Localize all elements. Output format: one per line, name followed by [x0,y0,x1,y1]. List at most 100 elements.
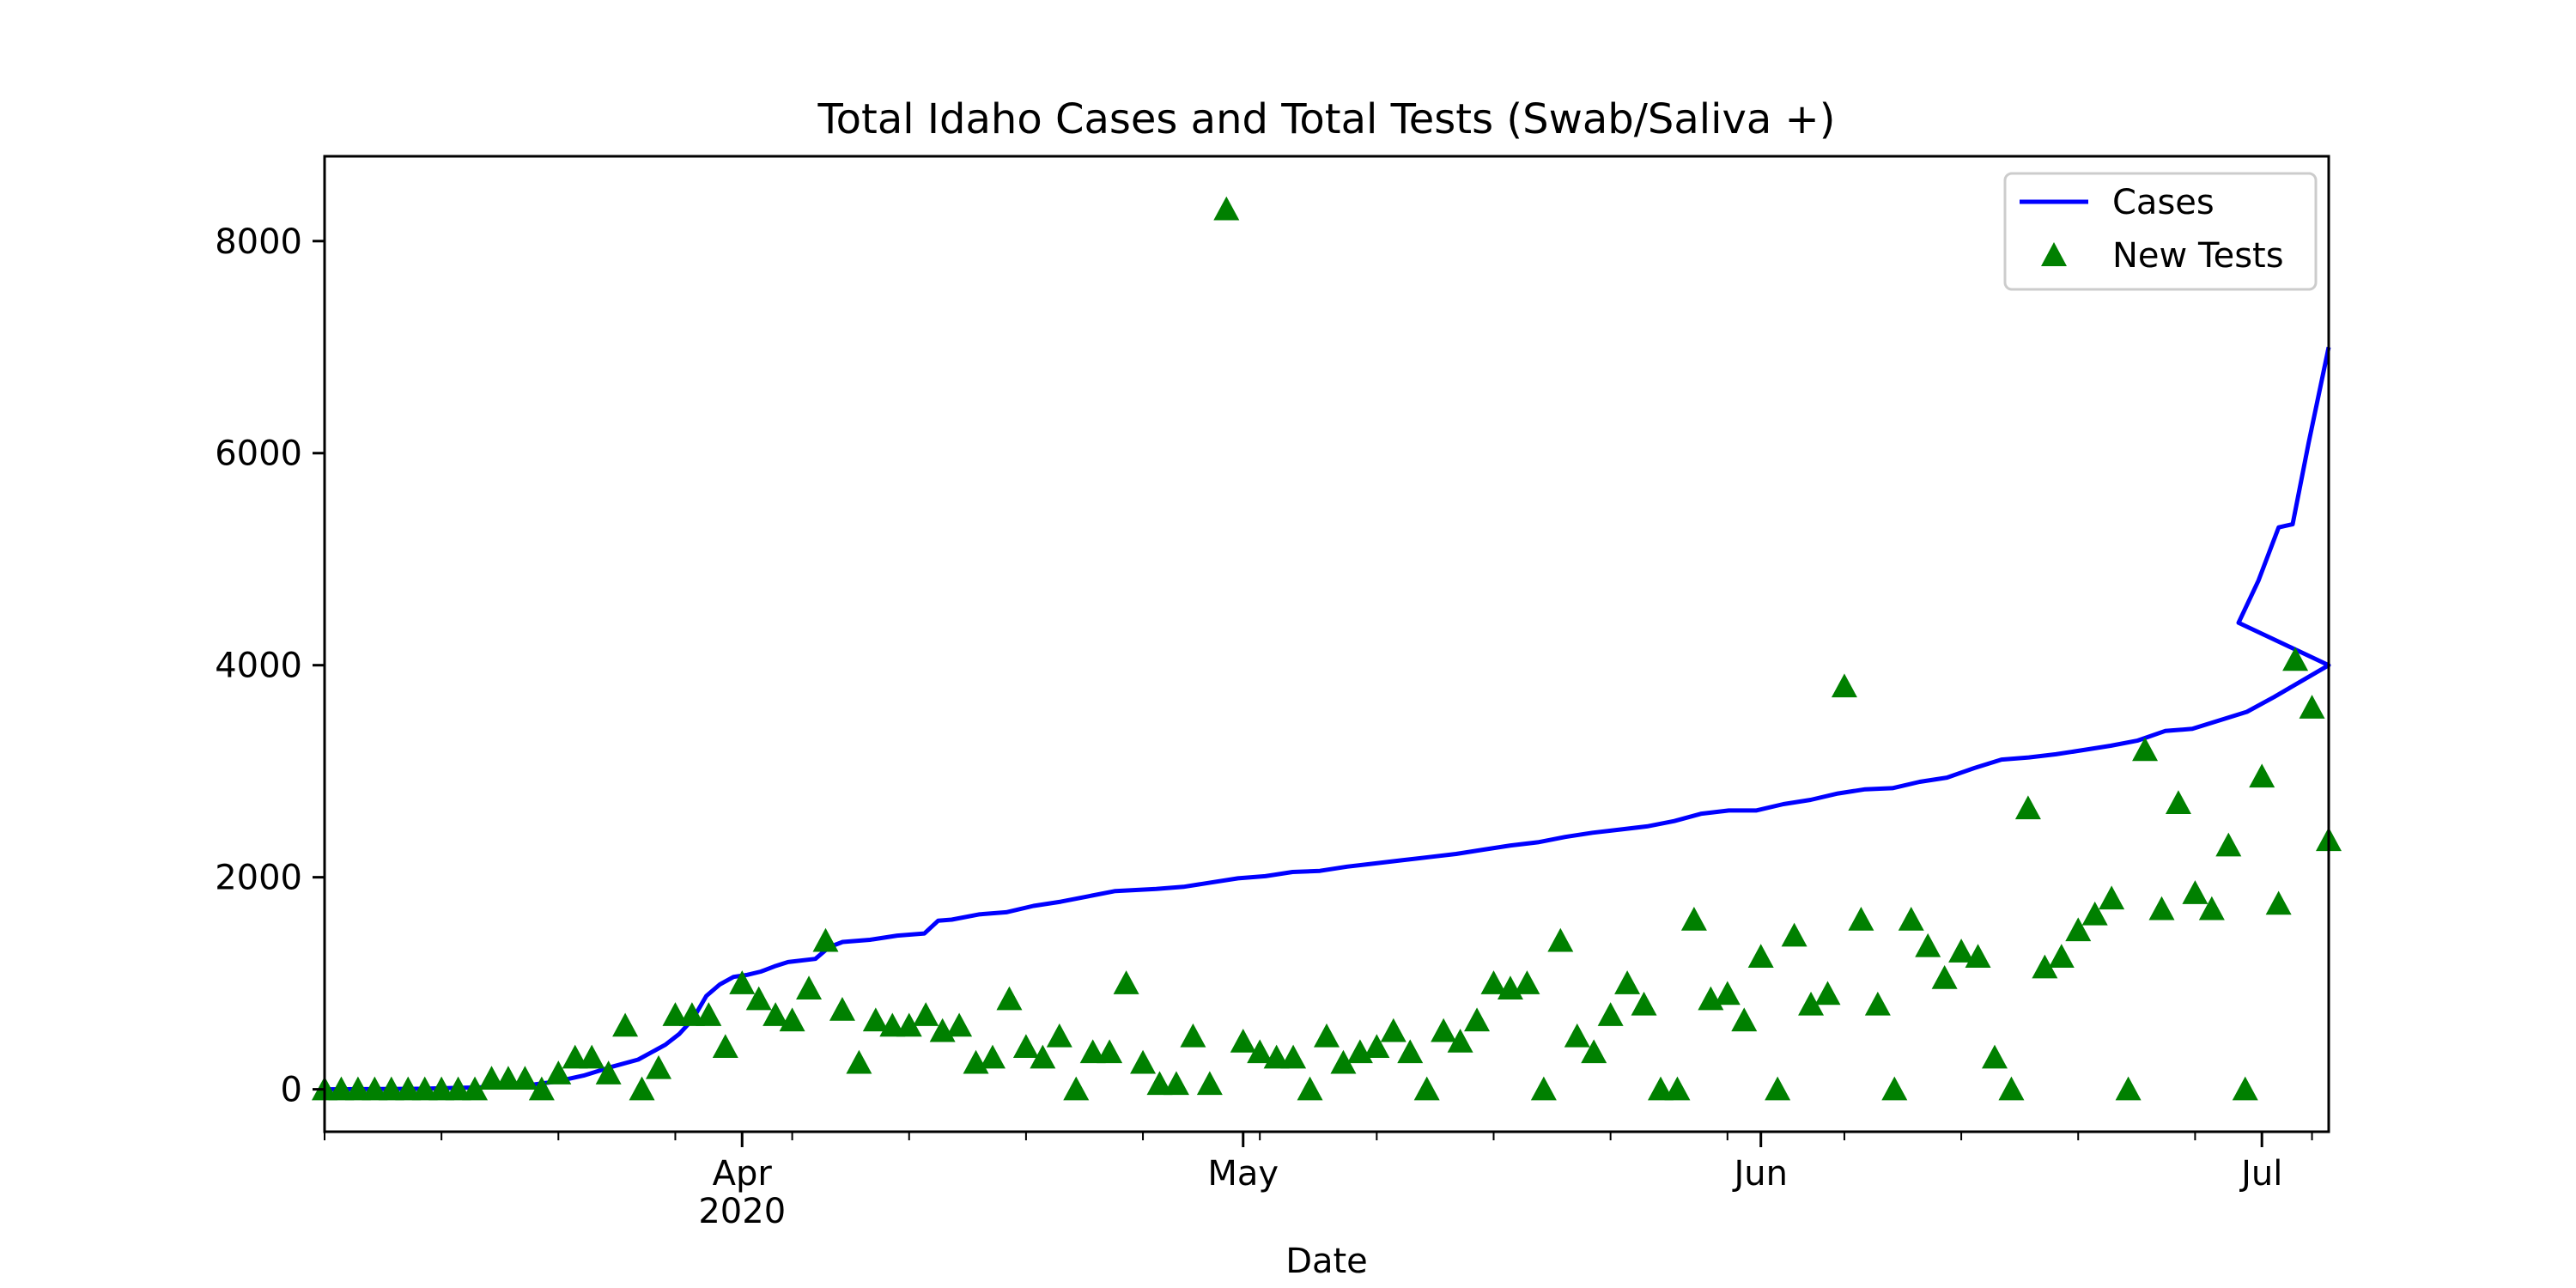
new-tests-point [1564,1023,1590,1048]
new-tests-point [1146,1071,1173,1096]
new-tests-point [2282,647,2309,671]
new-tests-point [1648,1076,1674,1101]
new-tests-point [696,1002,722,1026]
new-tests-point [1163,1071,1189,1096]
new-tests-point [1030,1044,1056,1069]
new-tests-point [678,1002,705,1026]
new-tests-point [478,1066,505,1091]
new-tests-point [762,1002,789,1026]
new-tests-point [1063,1076,1090,1101]
new-tests-point [712,1034,738,1058]
new-tests-point [1881,1076,1908,1101]
new-tests-point [2232,1076,2258,1101]
new-tests-point [1046,1023,1072,1048]
new-tests-point [1530,1076,1557,1101]
new-tests-point [812,927,839,952]
y-tick-label: 4000 [215,647,302,686]
new-tests-point [2249,763,2275,788]
y-tick-label: 2000 [215,859,302,898]
new-tests-point [1130,1049,1157,1074]
new-tests-point [980,1044,1005,1069]
new-tests-point [1931,964,1958,989]
new-tests-point [1664,1076,1691,1101]
x-tick-label: May [1207,1154,1279,1194]
new-tests-point [2081,901,2108,926]
new-tests-point [1297,1076,1323,1101]
legend-cases-label: Cases [2112,183,2215,222]
new-tests-point [1731,1007,1758,1032]
new-tests-point [1982,1044,2008,1069]
new-tests-point [896,1012,922,1037]
new-tests-point [2265,890,2292,915]
new-tests-point [595,1060,622,1084]
new-tests-point [2148,896,2175,920]
chart-title: Total Idaho Cases and Total Tests (Swab/… [817,95,1836,143]
new-tests-point [629,1076,655,1101]
new-tests-point [2198,896,2225,920]
new-tests-point [1864,991,1891,1016]
new-tests-point [779,1007,805,1032]
legend-tests-label: New Tests [2112,236,2284,276]
new-tests-point [1948,939,1975,963]
new-tests-point [1314,1023,1340,1048]
new-tests-point [2065,917,2092,942]
new-tests-point [1747,944,1774,969]
new-tests-point [2165,790,2191,814]
new-tests-point [462,1076,489,1101]
new-tests-point [1079,1039,1106,1064]
new-tests-point [361,1076,388,1101]
new-tests-point [1714,981,1741,1005]
new-tests-point [1180,1023,1206,1048]
new-tests-point [2215,832,2242,857]
new-tests-point [745,986,772,1011]
plot-area [312,196,2342,1101]
new-tests-point [1597,1002,1624,1026]
y-tick-label: 6000 [215,434,302,474]
new-tests-point [2115,1076,2142,1101]
new-tests-point [729,970,756,994]
new-tests-point [1247,1039,1273,1064]
new-tests-point [1447,1029,1473,1053]
new-tests-point [1431,1018,1457,1042]
new-tests-point [1614,970,1641,994]
new-tests-point [445,1076,471,1101]
new-tests-point [1680,907,1707,931]
new-tests-point [829,997,855,1021]
new-tests-point [996,986,1023,1011]
new-tests-point [1012,1034,1039,1058]
new-tests-point [1480,970,1507,994]
y-tick-label: 8000 [215,222,302,262]
new-tests-point [1397,1039,1424,1064]
new-tests-point [1097,1039,1123,1064]
new-tests-point [1364,1034,1390,1058]
x-axis-label: Date [1285,1242,1368,1281]
new-tests-point [1814,981,1841,1005]
legend: Cases New Tests [2003,172,2318,291]
x-tick-label: Apr [713,1154,773,1194]
new-tests-point [1196,1071,1223,1096]
new-tests-point [1213,196,1240,221]
new-tests-point [378,1076,404,1101]
new-tests-point [1464,1007,1491,1032]
plot-frame [323,155,2330,1133]
new-tests-point [1547,927,1574,952]
new-tests-point [2014,795,2041,820]
new-tests-point [1581,1039,1607,1064]
new-tests-point [662,1002,689,1026]
new-tests-point [2299,695,2325,719]
new-tests-point [411,1076,438,1101]
legend-tests-swatch [2041,242,2067,266]
new-tests-point [1113,970,1139,994]
new-tests-point [562,1044,588,1069]
x-tick-label: Jun [1731,1154,1788,1194]
new-tests-point [344,1076,371,1101]
new-tests-point [1898,907,1924,931]
new-tests-point [495,1066,521,1091]
new-tests-point [579,1044,605,1069]
x-tick-sublabel: 2020 [698,1192,786,1231]
new-tests-point [1798,991,1825,1016]
new-tests-point [612,1012,639,1037]
